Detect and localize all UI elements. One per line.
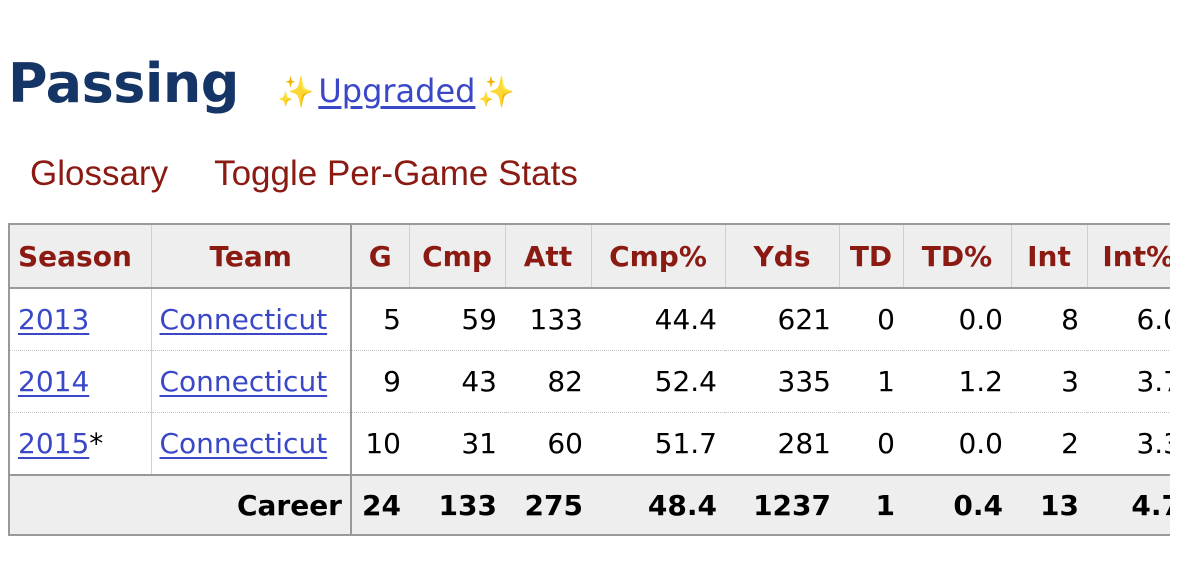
col-header-g[interactable]: G: [350, 223, 409, 289]
yds-cell: 335: [725, 350, 839, 413]
td-cell: 1: [839, 350, 903, 413]
career-label: Career: [8, 474, 352, 536]
glossary-link[interactable]: Glossary: [30, 154, 169, 193]
page-title: Passing: [8, 52, 239, 115]
col-header-int[interactable]: Int: [1010, 223, 1087, 289]
int-pct-cell: 3.3: [1087, 412, 1170, 476]
toggle-per-game-link[interactable]: Toggle Per-Game Stats: [214, 154, 578, 193]
td-pct-cell: 0.0: [903, 288, 1011, 351]
int-pct-cell: 6.0: [1087, 288, 1170, 351]
passing-table: Season Team G Cmp Att Cmp% Yds TD TD% In…: [8, 223, 1170, 536]
cmp-pct-cell: 51.7: [591, 412, 725, 476]
table-controls: Glossary Toggle Per-Game Stats: [30, 154, 578, 194]
section-header: Passing ✨ Upgraded ✨: [8, 52, 515, 115]
table-row: 2013 Connecticut 5 59 133 44.4 621 0 0.0…: [8, 288, 1170, 351]
int-cell: 2: [1011, 412, 1087, 476]
td-pct-cell: 1.2: [903, 350, 1011, 413]
career-yds: 1237: [725, 474, 839, 536]
career-int: 13: [1011, 474, 1087, 536]
col-header-td[interactable]: TD: [838, 223, 903, 289]
cmp-cell: 59: [409, 288, 505, 351]
season-link[interactable]: 2014: [18, 365, 90, 398]
col-header-td-pct[interactable]: TD%: [902, 223, 1011, 289]
career-games: 24: [351, 474, 409, 536]
col-header-int-pct[interactable]: Int%: [1086, 223, 1170, 289]
col-header-yds[interactable]: Yds: [724, 223, 839, 289]
career-int-pct: 4.7: [1087, 474, 1170, 536]
int-pct-cell: 3.7: [1087, 350, 1170, 413]
season-cell: 2014: [8, 350, 151, 413]
table-header-row: Season Team G Cmp Att Cmp% Yds TD TD% In…: [8, 223, 1170, 289]
season-link[interactable]: 2013: [18, 303, 90, 336]
games-cell: 10: [350, 412, 409, 476]
td-cell: 0: [839, 288, 903, 351]
career-td: 1: [839, 474, 903, 536]
season-suffix: *: [89, 427, 104, 460]
td-cell: 0: [839, 412, 903, 476]
cmp-cell: 43: [409, 350, 505, 413]
games-cell: 5: [350, 288, 409, 351]
col-header-cmp-pct[interactable]: Cmp%: [590, 223, 725, 289]
career-cmp-pct: 48.4: [591, 474, 725, 536]
col-header-cmp[interactable]: Cmp: [408, 223, 505, 289]
yds-cell: 621: [725, 288, 839, 351]
career-cmp: 133: [409, 474, 505, 536]
team-link[interactable]: Connecticut: [159, 303, 328, 336]
col-header-season[interactable]: Season: [8, 223, 151, 289]
games-cell: 9: [350, 350, 409, 413]
career-att: 275: [505, 474, 591, 536]
int-cell: 8: [1011, 288, 1087, 351]
table-row: 2014 Connecticut 9 43 82 52.4 335 1 1.2 …: [8, 350, 1170, 413]
team-cell: Connecticut: [150, 412, 352, 476]
cmp-pct-cell: 44.4: [591, 288, 725, 351]
career-td-pct: 0.4: [903, 474, 1011, 536]
sparkle-icon: ✨: [276, 75, 315, 110]
sparkle-icon: ✨: [477, 75, 515, 110]
cmp-pct-cell: 52.4: [591, 350, 725, 413]
upgraded-link[interactable]: Upgraded: [318, 72, 476, 110]
cmp-cell: 31: [409, 412, 505, 476]
team-link[interactable]: Connecticut: [159, 427, 328, 460]
team-cell: Connecticut: [150, 350, 352, 413]
season-cell: 2013: [8, 288, 151, 351]
table-row: 2015* Connecticut 10 31 60 51.7 281 0 0.…: [8, 412, 1170, 476]
att-cell: 82: [505, 350, 591, 413]
int-cell: 3: [1011, 350, 1087, 413]
season-cell: 2015*: [8, 412, 151, 476]
col-header-team[interactable]: Team: [150, 223, 351, 289]
season-link[interactable]: 2015: [18, 427, 90, 460]
passing-table-wrapper[interactable]: Season Team G Cmp Att Cmp% Yds TD TD% In…: [8, 223, 1170, 553]
att-cell: 60: [505, 412, 591, 476]
career-row: Career 24 133 275 48.4 1237 1 0.4 13 4.7: [8, 474, 1170, 536]
col-header-att[interactable]: Att: [504, 223, 591, 289]
team-cell: Connecticut: [150, 288, 352, 351]
team-link[interactable]: Connecticut: [159, 365, 328, 398]
att-cell: 133: [505, 288, 591, 351]
td-pct-cell: 0.0: [903, 412, 1011, 476]
yds-cell: 281: [725, 412, 839, 476]
